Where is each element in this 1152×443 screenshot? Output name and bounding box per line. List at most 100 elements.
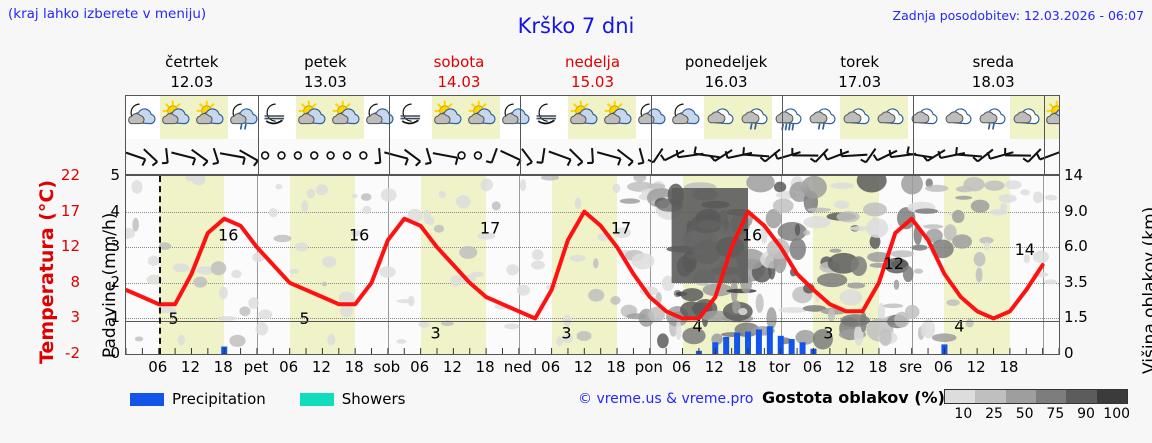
wind-barb-calm (342, 151, 352, 160)
wind-barb (171, 151, 197, 166)
wind-barb (521, 148, 533, 167)
weather-icon-cell (432, 96, 466, 139)
precipitation-tick-label: 0 (110, 344, 120, 362)
weather-icon-cell (160, 96, 194, 139)
legend-item-precipitation: Precipitation (130, 390, 266, 408)
wind-barb (693, 146, 720, 159)
zero-baseline (126, 321, 1059, 323)
cloud-height-tick-label: 3.5 (1064, 272, 1088, 291)
cloud-icon (874, 100, 908, 136)
cloud-density-tick-label: 75 (1046, 406, 1065, 422)
wind-barb (212, 147, 220, 166)
x-tick-label: 12 (966, 358, 986, 376)
cloud-density-tick-label: 100 (1103, 406, 1131, 422)
wind-barb (986, 151, 1014, 160)
legend-item-showers: Showers (299, 390, 406, 408)
sun-cloud-icon (296, 100, 330, 136)
wind-barb-calm (457, 151, 466, 160)
meteogram-plot: 5 16 5 16 3 17 3 17 4 16 3 12 4 14 (125, 175, 1060, 355)
precipitation-color-swatch (130, 392, 164, 406)
weather-icon-cell (364, 96, 398, 139)
x-tick-label: 12 (180, 358, 201, 376)
sun-cloud-icon (194, 100, 228, 136)
menu-hint-text: (kraj lahko izberete v meniju) (8, 6, 207, 22)
precipitation-legend-label: Precipitation (172, 390, 266, 408)
x-tick-label: 12 (573, 358, 593, 376)
weather-icon-cell (602, 96, 636, 139)
precipitation-bar (777, 335, 784, 354)
wind-barb-row (125, 139, 1060, 175)
weather-icon-cell (500, 96, 534, 139)
temp-min-label: 3 (430, 323, 440, 342)
moon-cloud-icon (670, 100, 704, 136)
precipitation-bar (734, 332, 741, 354)
wind-barb (906, 146, 933, 159)
wind-barb (637, 147, 645, 165)
wind-barb (191, 148, 209, 167)
temp-min-label: 3 (561, 323, 571, 342)
day-separator-line (518, 176, 520, 354)
wind-barb (219, 152, 246, 165)
current-time-line (159, 176, 162, 354)
cloud-icon (908, 100, 942, 136)
x-tick-label: 06 (802, 358, 823, 376)
day-separator-line (388, 139, 390, 174)
precipitation-bar (745, 331, 751, 354)
cloud-density-tick-label: 25 (985, 406, 1003, 422)
x-tick-label: 18 (606, 358, 626, 376)
wind-barb-calm (359, 151, 368, 160)
day-date: 13.03 (303, 73, 347, 91)
cloud-rain-light-icon (976, 100, 1010, 136)
credit-link[interactable]: © vreme.us & vreme.pro (578, 391, 754, 407)
moon-fog-icon (262, 100, 296, 136)
cloud-height-tick-label: 1.5 (1064, 308, 1088, 327)
horizontal-gridline (126, 247, 1059, 249)
cloud-density-swatch (1035, 390, 1067, 403)
x-tick-label: 12 (835, 358, 855, 376)
precipitation-tick-label: 3 (110, 237, 120, 256)
day-separator-line (781, 96, 783, 139)
weather-icon-cell (704, 96, 738, 139)
showers-legend-label: Showers (341, 390, 406, 408)
day-name: sobota (433, 53, 485, 71)
day-column-4: ponedeljek 16.03 (659, 52, 793, 94)
cloud-height-tick-label: 9.0 (1064, 201, 1088, 220)
precipitation-axis-title: Padavine (mm/h) (78, 168, 120, 368)
x-tick-label: 12 (311, 358, 331, 376)
wind-barb-calm (260, 151, 270, 160)
x-tick-label: 18 (868, 358, 888, 376)
x-tick-label: 18 (999, 358, 1019, 376)
wind-barb-calm (473, 151, 483, 160)
wind-barb (972, 148, 994, 163)
day-column-5: torek 17.03 (793, 52, 927, 94)
x-tick-label: sre (899, 358, 923, 376)
wind-barb (536, 147, 546, 164)
temp-max-label: 14 (1015, 240, 1035, 259)
cloud-rain-heavy-icon (772, 100, 806, 136)
wind-barb (823, 150, 850, 161)
weather-icon-cell (466, 96, 500, 139)
temperature-extreme-labels: 5 16 5 16 3 17 3 17 4 16 3 12 4 14 (169, 219, 1035, 343)
precipitation-bar (799, 342, 806, 354)
weather-icon-cell (874, 96, 908, 139)
weather-icon-cell (806, 96, 840, 139)
cloud-height-tick-label: 6.0 (1064, 237, 1088, 256)
precipitation-bar (755, 329, 762, 354)
cloud-density-tick-label: 50 (1015, 406, 1034, 422)
cloud-density-scale-labels: 10 25 50 75 90 100 (938, 406, 1138, 424)
wind-barb-calm (277, 151, 286, 160)
day-date: 14.03 (437, 73, 481, 91)
temperature-tick-label: 17 (60, 201, 80, 220)
cloud-density-swatch (1096, 390, 1127, 403)
weather-icon-cell (1010, 96, 1044, 139)
temp-max-label: 17 (480, 219, 500, 238)
day-separator-line (256, 176, 258, 354)
x-tick-label: tor (769, 358, 791, 376)
wind-barb (485, 147, 498, 164)
temperature-tick-label: 22 (60, 166, 80, 184)
day-date: 12.03 (170, 73, 214, 91)
weather-icon-cell (296, 96, 330, 139)
x-tick-label: 12 (704, 358, 724, 376)
sun-cloud-icon (432, 100, 466, 136)
cloud-icon (1010, 100, 1044, 136)
